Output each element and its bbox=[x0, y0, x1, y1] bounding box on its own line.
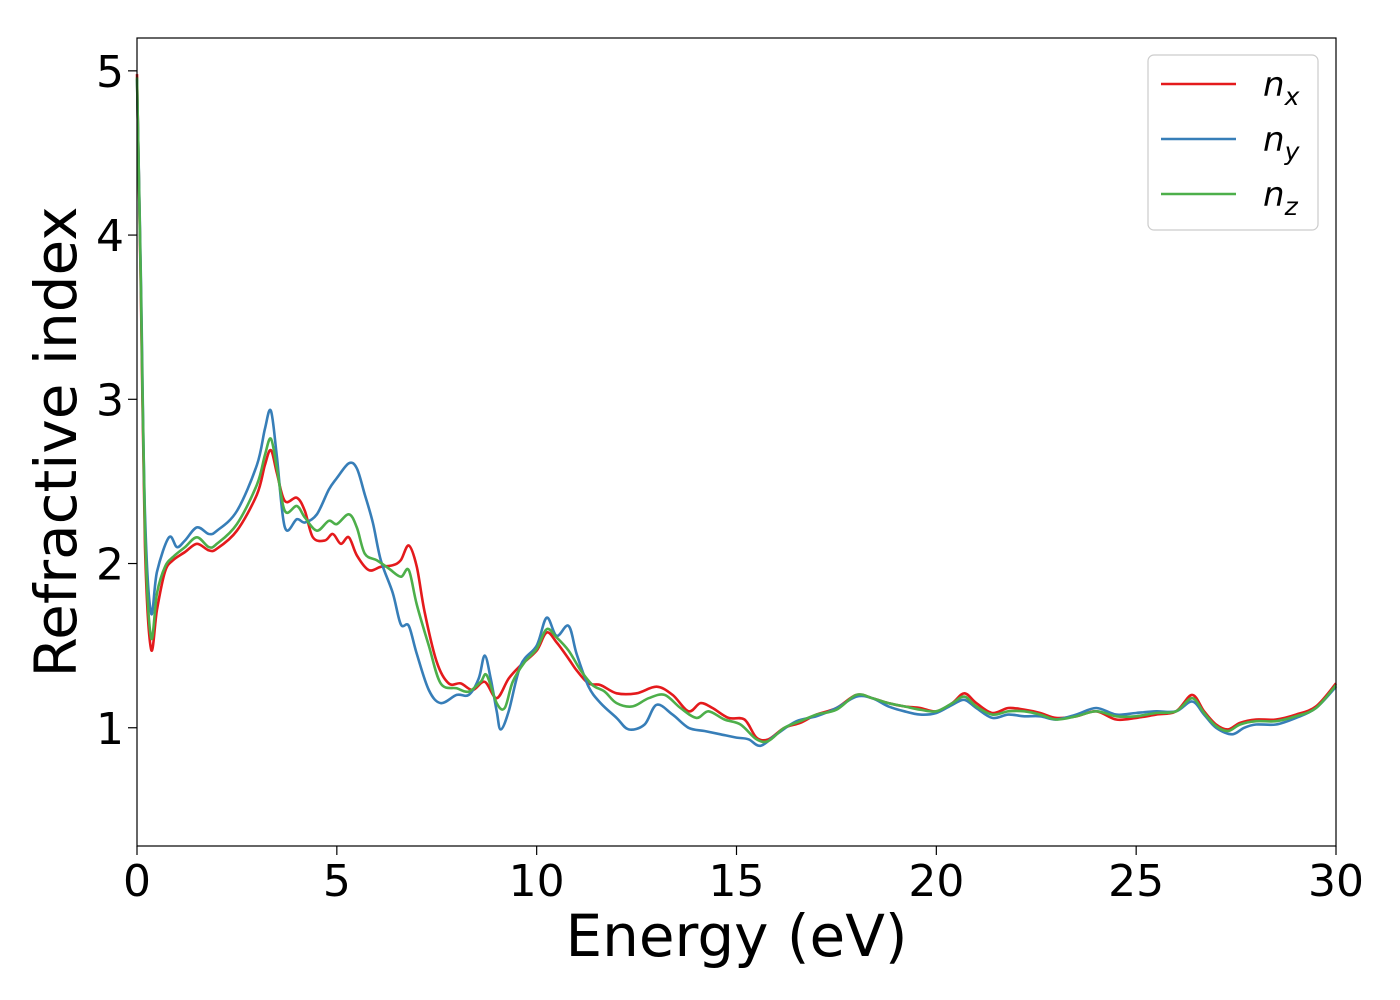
x-tick-label: 20 bbox=[908, 856, 964, 907]
x-axis-title: Energy (eV) bbox=[565, 902, 907, 970]
series-layer bbox=[135, 74, 1337, 748]
y-tick-label: 2 bbox=[96, 540, 124, 591]
y-tick-label: 5 bbox=[96, 47, 124, 98]
x-tick-label: 10 bbox=[509, 856, 565, 907]
y-tick-label: 4 bbox=[96, 211, 124, 262]
legend-label-x: nx bbox=[1263, 65, 1300, 111]
x-tick-label: 5 bbox=[323, 856, 351, 907]
y-tick-label: 1 bbox=[96, 704, 124, 755]
x-axis-ticks: 0 5 10 15 20 25 30 bbox=[123, 846, 1364, 907]
y-axis-ticks: 1 2 3 4 5 bbox=[96, 47, 137, 755]
legend-label-y: ny bbox=[1263, 120, 1301, 166]
x-tick-label: 30 bbox=[1308, 856, 1364, 907]
x-tick-label: 15 bbox=[709, 856, 765, 907]
x-tick-label: 25 bbox=[1108, 856, 1164, 907]
legend-frame bbox=[1147, 54, 1319, 231]
y-tick-label: 3 bbox=[96, 375, 124, 426]
series-line-z bbox=[135, 77, 1337, 744]
x-tick-label: 0 bbox=[123, 856, 151, 907]
y-axis-title: Refractive index bbox=[22, 206, 90, 677]
